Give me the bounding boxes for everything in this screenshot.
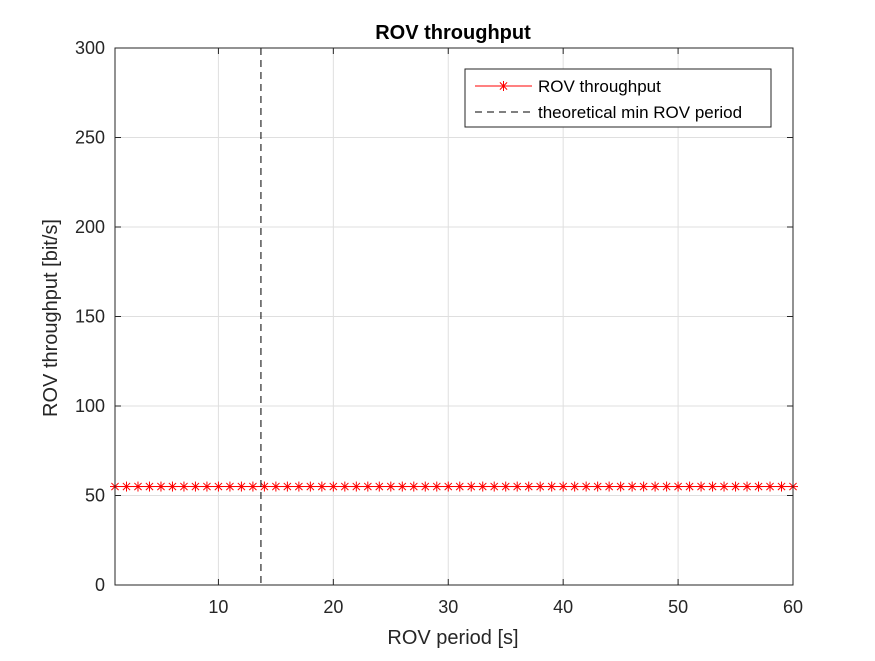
throughput-point (535, 481, 546, 492)
throughput-point (144, 481, 155, 492)
throughput-point (362, 481, 373, 492)
y-tick-label: 200 (75, 217, 105, 237)
throughput-point (316, 481, 327, 492)
x-tick-label: 20 (323, 597, 343, 617)
throughput-point (500, 481, 511, 492)
throughput-point (765, 481, 776, 492)
throughput-point (178, 481, 189, 492)
throughput-point (512, 481, 523, 492)
throughput-point (270, 481, 281, 492)
throughput-point (477, 481, 488, 492)
y-tick-label: 100 (75, 396, 105, 416)
throughput-point (328, 481, 339, 492)
throughput-point (293, 481, 304, 492)
x-tick-label: 60 (783, 597, 803, 617)
throughput-point (443, 481, 454, 492)
throughput-point (385, 481, 396, 492)
throughput-point (431, 481, 442, 492)
throughput-point (121, 481, 132, 492)
throughput-point (753, 481, 764, 492)
throughput-point (569, 481, 580, 492)
throughput-point (397, 481, 408, 492)
throughput-point (615, 481, 626, 492)
throughput-point (167, 481, 178, 492)
x-tick-label: 40 (553, 597, 573, 617)
legend: ROV throughput theoretical min ROV perio… (464, 68, 772, 128)
legend-asterisk (498, 81, 509, 91)
throughput-point (707, 481, 718, 492)
throughput-point (673, 481, 684, 492)
throughput-point (374, 481, 385, 492)
throughput-point (305, 481, 316, 492)
throughput-point (466, 481, 477, 492)
grid-lines (115, 47, 794, 586)
throughput-point (339, 481, 350, 492)
y-tick-label: 50 (85, 486, 105, 506)
throughput-point (558, 481, 569, 492)
throughput-point (661, 481, 672, 492)
throughput-point (190, 481, 201, 492)
throughput-point (684, 481, 695, 492)
throughput-point (604, 481, 615, 492)
legend-label-min-period: theoretical min ROV period (538, 103, 742, 122)
throughput-point (224, 481, 235, 492)
throughput-point (650, 481, 661, 492)
y-axis-label: ROV throughput [bit/s] (40, 219, 62, 417)
throughput-point (201, 481, 212, 492)
throughput-point (776, 481, 787, 492)
chart-title: ROV throughput (375, 22, 531, 44)
throughput-point (523, 481, 534, 492)
throughput-point (454, 481, 465, 492)
throughput-point (696, 481, 707, 492)
x-tick-label: 30 (438, 597, 458, 617)
throughput-point (408, 481, 419, 492)
throughput-point (638, 481, 649, 492)
y-tick-label: 300 (75, 38, 105, 58)
legend-label-throughput: ROV throughput (538, 77, 661, 96)
throughput-point (247, 481, 258, 492)
throughput-point (592, 481, 603, 492)
x-tick-label: 10 (208, 597, 228, 617)
throughput-point (236, 481, 247, 492)
axis-ticks: 10 20 30 40 50 60 0 50 100 150 200 250 300 (75, 38, 803, 617)
legend-throughput-marker (498, 81, 509, 91)
throughput-point (627, 481, 638, 492)
throughput-point (213, 481, 224, 492)
throughput-point (282, 481, 293, 492)
throughput-point (420, 481, 431, 492)
throughput-point (581, 481, 592, 492)
y-tick-label: 250 (75, 128, 105, 148)
throughput-point (489, 481, 500, 492)
throughput-point (719, 481, 730, 492)
throughput-point (132, 481, 143, 492)
legend-box (464, 68, 772, 128)
x-tick-label: 50 (668, 597, 688, 617)
throughput-point (351, 481, 362, 492)
throughput-point (742, 481, 753, 492)
throughput-point (730, 481, 741, 492)
throughput-point (155, 481, 166, 492)
x-axis-label: ROV period [s] (387, 627, 518, 649)
y-tick-label: 0 (95, 575, 105, 595)
y-tick-label: 150 (75, 307, 105, 327)
throughput-point (546, 481, 557, 492)
plot-series (110, 48, 798, 585)
